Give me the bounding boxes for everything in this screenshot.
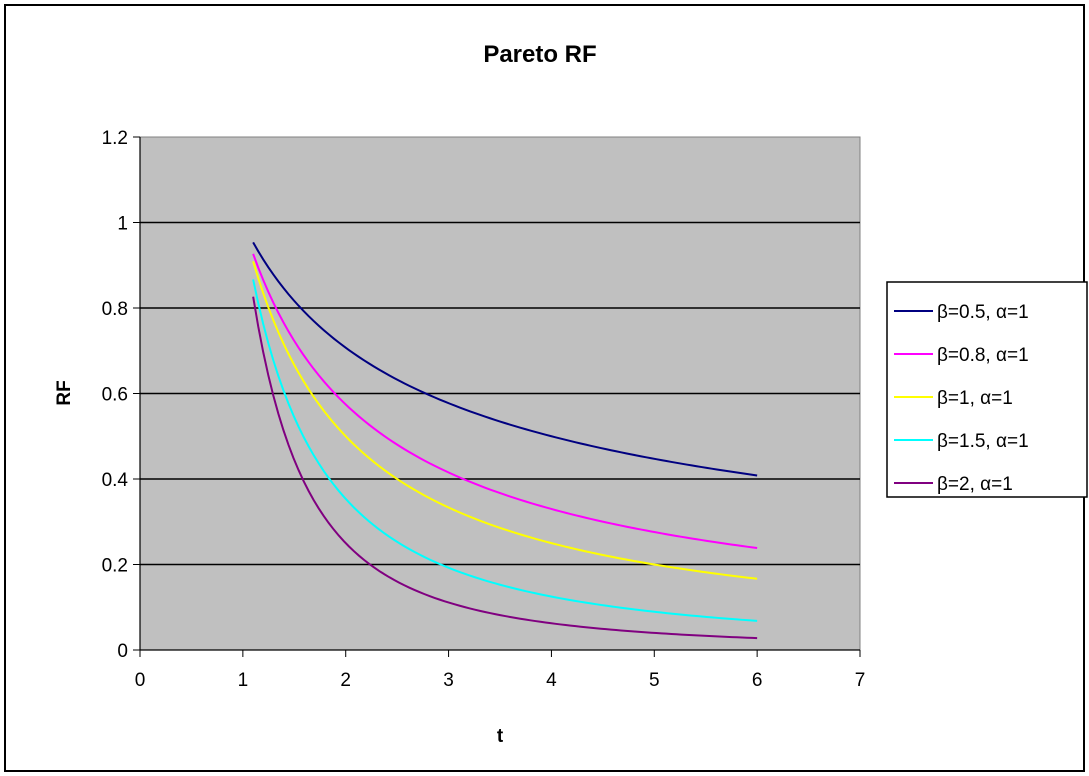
axes: 0 0.2 0.4 0.6 0.8 1 1.2 0 1 2 3 4 5 6 7 bbox=[102, 128, 866, 691]
series-line bbox=[252, 241, 758, 477]
y-tick-label: 0.2 bbox=[102, 556, 128, 577]
y-tick-label: 0.6 bbox=[102, 385, 128, 406]
legend-box bbox=[886, 281, 1088, 498]
series-line bbox=[252, 296, 758, 640]
series-line bbox=[252, 261, 758, 580]
y-tick-label: 0.8 bbox=[102, 299, 128, 320]
series-line bbox=[252, 279, 758, 622]
x-tick-label: 5 bbox=[649, 670, 660, 691]
series-lines bbox=[252, 241, 758, 640]
legend-label: β=1.5, α=1 bbox=[937, 431, 1029, 452]
legend-label: β=0.5, α=1 bbox=[937, 302, 1029, 323]
y-axis-title: RF bbox=[54, 380, 75, 405]
legend-label: β=0.8, α=1 bbox=[937, 345, 1029, 366]
series-line bbox=[252, 253, 758, 550]
legend-label: β=2, α=1 bbox=[937, 474, 1013, 495]
x-tick-label: 2 bbox=[340, 670, 351, 691]
y-tick-label: 1 bbox=[117, 214, 128, 235]
x-tick-label: 3 bbox=[443, 670, 454, 691]
x-axis-title: t bbox=[497, 726, 504, 747]
legend-label: β=1, α=1 bbox=[937, 388, 1013, 409]
y-tick-label: 0.4 bbox=[102, 470, 129, 491]
y-tick-label: 1.2 bbox=[102, 128, 128, 149]
x-tick-label: 1 bbox=[238, 670, 249, 691]
chart-title: Pareto RF bbox=[483, 41, 596, 68]
x-tick-label: 0 bbox=[135, 670, 146, 691]
y-tick-label: 0 bbox=[117, 641, 128, 662]
x-tick-label: 7 bbox=[855, 670, 866, 691]
x-tick-label: 4 bbox=[546, 670, 557, 691]
x-tick-label: 6 bbox=[752, 670, 763, 691]
legend: β=0.5, α=1 β=0.8, α=1 β=1, α=1 β=1.5, α=1 β=… bbox=[886, 281, 1088, 498]
